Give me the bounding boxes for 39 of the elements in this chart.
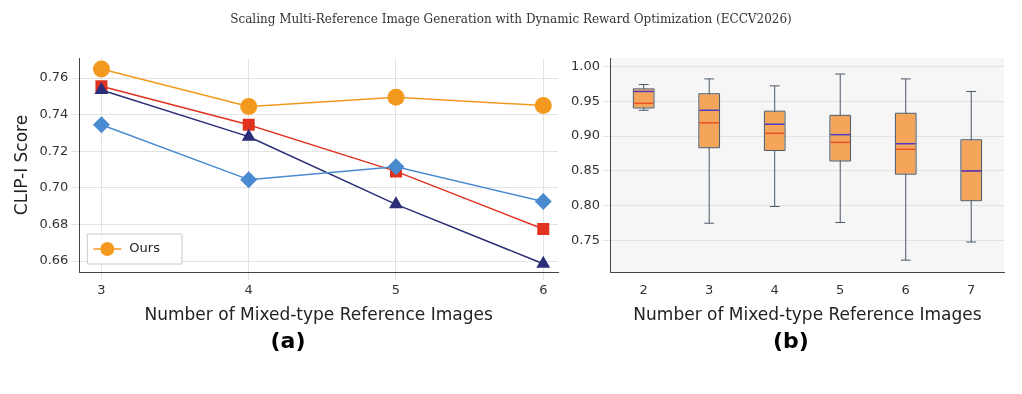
text: (b) [772, 328, 810, 353]
y-tick-label: 0.80 [570, 197, 600, 213]
y-tick-label: 0.85 [570, 162, 600, 178]
point [92, 116, 110, 134]
x-axis-title: Number of Mixed-type Reference Images [144, 304, 493, 325]
x-tick-label: 7 [967, 282, 976, 298]
y-tick-label: 0.75 [570, 232, 600, 248]
y-tick-label: 0.74 [39, 106, 69, 122]
y-tick-label: 0.90 [570, 127, 600, 143]
text: (a) [269, 328, 307, 353]
x-tick-label: 2 [639, 282, 648, 298]
point [534, 97, 552, 115]
y-tick-label: 0.68 [39, 215, 69, 231]
x-tick-label: 6 [901, 282, 910, 298]
y-tick-label: 1.00 [570, 57, 600, 73]
point [242, 118, 255, 131]
x-tick-label: 3 [705, 282, 714, 298]
text: Scaling Multi-Reference Image Generation with Dynamic Reward Optimization (ECCV2026) [229, 12, 793, 26]
y-tick-label: 0.95 [570, 92, 600, 108]
y-tick-label: 0.76 [39, 69, 69, 85]
point [240, 171, 258, 189]
x-axis-title: Number of Mixed-type Reference Images [633, 304, 982, 325]
legend-label: Ours [129, 240, 161, 256]
x-tick-label: 4 [244, 282, 253, 298]
x-tick-label: 6 [539, 282, 548, 298]
x-tick-label: 5 [836, 282, 845, 298]
y-axis-title: CLIP-I Score [10, 114, 31, 216]
point [387, 88, 405, 106]
x-tick-label: 5 [391, 282, 401, 298]
point [240, 97, 258, 115]
y-tick-label: 0.70 [39, 179, 69, 195]
point [537, 223, 550, 236]
y-tick-label: 0.72 [39, 142, 69, 158]
y-tick-label: 0.66 [39, 252, 69, 268]
point [387, 158, 405, 176]
point [92, 60, 110, 78]
x-tick-label: 3 [97, 282, 106, 298]
x-tick-label: 4 [770, 282, 779, 298]
point [534, 193, 552, 211]
